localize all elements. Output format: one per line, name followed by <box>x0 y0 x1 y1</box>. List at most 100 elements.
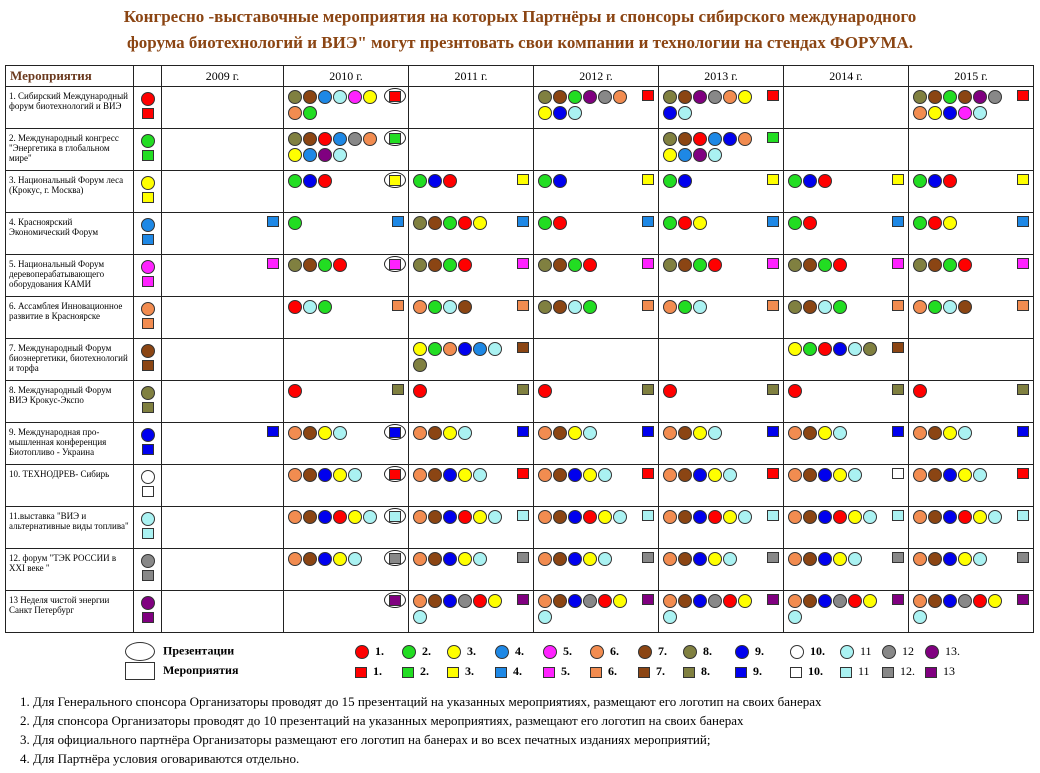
color-circle-3 <box>738 90 752 104</box>
color-circle-2 <box>788 174 802 188</box>
color-circle-3 <box>818 426 832 440</box>
year-header: 2015 г. <box>908 65 1034 87</box>
color-circle-7 <box>803 426 817 440</box>
year-cell <box>783 338 909 381</box>
year-cell-content <box>785 424 908 464</box>
participant-dots <box>288 468 388 484</box>
participant-dots <box>288 510 388 526</box>
year-cell-content <box>785 256 908 296</box>
year-cell-content <box>410 382 533 422</box>
year-cell <box>408 590 534 633</box>
year-cell <box>783 254 909 297</box>
participant-dots <box>538 384 638 400</box>
color-circle-11 <box>693 300 707 314</box>
color-circle-8 <box>863 342 877 356</box>
legend-square-item: 2. <box>402 664 429 679</box>
color-circle-2 <box>913 174 927 188</box>
color-circle-3 <box>943 216 957 230</box>
color-circle-3 <box>708 552 722 566</box>
color-circle-7 <box>553 426 567 440</box>
color-circle-3 <box>663 148 677 162</box>
color-square-12 <box>892 552 904 563</box>
color-circle-4 <box>140 218 155 232</box>
color-circle-9 <box>443 468 457 482</box>
color-square-13 <box>642 594 654 605</box>
color-square-11 <box>642 510 654 521</box>
year-cell <box>161 296 284 339</box>
year-cell <box>408 128 534 171</box>
color-circle-3 <box>583 552 597 566</box>
page-title: Конгресно -выставочные мероприятия на ко… <box>0 4 1040 56</box>
color-circle-8 <box>788 258 802 272</box>
color-circle-12 <box>882 645 896 660</box>
color-circle-11 <box>833 426 847 440</box>
participant-dots <box>913 384 1013 400</box>
color-circle-6 <box>538 426 552 440</box>
color-square-8 <box>141 402 154 413</box>
color-circle-7 <box>678 468 692 482</box>
legend-number: 9. <box>755 644 764 658</box>
event-key-cell <box>133 590 162 633</box>
year-cell-content <box>785 466 908 506</box>
color-circle-11 <box>488 510 502 524</box>
color-circle-7 <box>928 594 942 608</box>
color-square-4 <box>642 216 654 227</box>
legend-circle-item: 11 <box>840 644 872 660</box>
color-circle-9 <box>458 342 472 356</box>
event-name-cell: 7. Международный Форум биоэнергетики, би… <box>5 338 134 381</box>
color-circle-6 <box>363 132 377 146</box>
participant-dots <box>913 90 1013 122</box>
color-circle-2 <box>318 258 332 272</box>
color-circle-3 <box>738 594 752 608</box>
color-circle-12 <box>348 132 362 146</box>
participant-dots <box>538 216 638 232</box>
event-name-cell: 1. Сибирский Международный форум биотехн… <box>5 86 134 129</box>
event-name: 4. Красноярский Экономический Форум <box>9 217 99 237</box>
year-cell-content <box>660 466 783 506</box>
year-cell-content <box>660 592 783 632</box>
participant-dots <box>663 132 763 164</box>
color-circle-6 <box>788 468 802 482</box>
color-circle-1 <box>458 216 472 230</box>
color-circle-7 <box>958 300 972 314</box>
color-circle-7 <box>303 426 317 440</box>
year-cell-content <box>285 256 408 296</box>
year-cell-content <box>163 256 283 296</box>
year-header: 2011 г. <box>408 65 534 87</box>
year-cell <box>161 548 284 591</box>
year-cell-content <box>535 592 658 632</box>
year-cell-content <box>163 424 283 464</box>
color-circle-3 <box>848 510 862 524</box>
color-circle-9 <box>318 468 332 482</box>
color-circle-7 <box>428 468 442 482</box>
color-square-6 <box>767 300 779 311</box>
participant-dots <box>288 174 388 190</box>
color-square-1 <box>767 90 779 101</box>
color-circle-6 <box>288 468 302 482</box>
color-square-5 <box>892 258 904 269</box>
color-circle-8 <box>913 90 927 104</box>
color-square-1 <box>389 468 401 480</box>
color-circle-9 <box>928 174 942 188</box>
year-cell <box>658 86 784 129</box>
color-square-4 <box>767 216 779 227</box>
color-circle-1 <box>458 258 472 272</box>
event-name: 6. Ассамблея Инновационное развитие в Кр… <box>9 301 123 321</box>
presentation-ring-icon <box>384 172 406 188</box>
color-circle-8 <box>663 90 677 104</box>
year-cell-content <box>285 592 408 632</box>
color-square-1 <box>1017 90 1029 101</box>
color-circle-2 <box>803 342 817 356</box>
color-circle-4 <box>333 132 347 146</box>
participant-dots <box>788 468 888 484</box>
participant-dots <box>413 468 513 484</box>
note-item: 2. Для спонсора Организаторы проводят до… <box>20 713 744 728</box>
year-cell <box>658 380 784 423</box>
year-cell-content <box>535 172 658 212</box>
color-circle-6 <box>788 552 802 566</box>
participant-dots <box>413 174 513 190</box>
year-cell-content <box>785 340 908 380</box>
color-circle-1 <box>708 258 722 272</box>
color-circle-1 <box>818 342 832 356</box>
color-circle-12 <box>708 90 722 104</box>
